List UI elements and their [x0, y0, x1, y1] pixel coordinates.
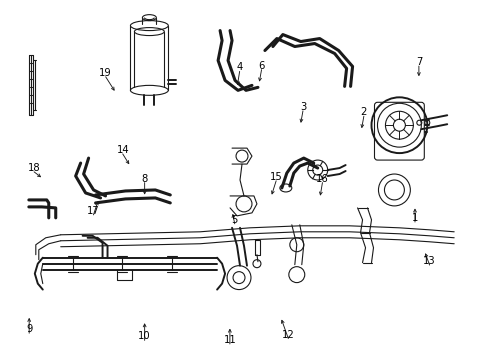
Text: 13: 13 [423, 256, 435, 266]
Text: 17: 17 [87, 206, 100, 216]
Text: 4: 4 [236, 62, 242, 72]
Text: 7: 7 [415, 57, 421, 67]
Text: 18: 18 [28, 163, 41, 173]
Text: 10: 10 [138, 331, 151, 341]
Text: 5: 5 [231, 215, 238, 225]
Text: 8: 8 [141, 174, 147, 184]
Text: 6: 6 [258, 60, 264, 71]
Text: 11: 11 [223, 335, 236, 345]
Text: 14: 14 [116, 145, 129, 155]
Text: 16: 16 [315, 174, 328, 184]
Text: 9: 9 [26, 324, 32, 334]
Text: 15: 15 [269, 172, 282, 182]
Text: 12: 12 [282, 330, 294, 339]
Text: 2: 2 [360, 107, 366, 117]
FancyBboxPatch shape [374, 102, 424, 160]
Text: 3: 3 [299, 102, 305, 112]
Text: 19: 19 [99, 68, 112, 78]
Text: 1: 1 [411, 213, 417, 223]
